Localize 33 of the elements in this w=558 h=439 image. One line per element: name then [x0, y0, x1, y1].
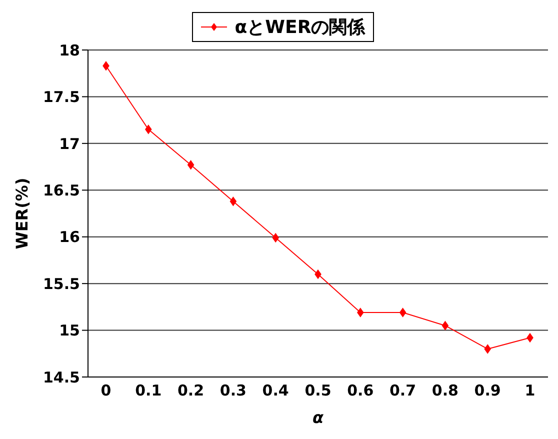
x-tick-label: 0.4: [262, 382, 289, 400]
x-tick-label: 0.8: [432, 382, 458, 400]
y-tick-label: 17: [59, 134, 80, 153]
y-tick-label: 16.5: [42, 181, 80, 200]
x-tick-label: 0.9: [474, 382, 501, 400]
point: [442, 321, 448, 330]
point: [484, 344, 491, 354]
point: [188, 160, 194, 170]
point: [145, 124, 152, 134]
y-tick-label: 17.5: [42, 88, 80, 106]
y-tick-label: 14.5: [42, 368, 80, 386]
x-tick-label: 0.5: [304, 382, 332, 400]
point: [102, 61, 110, 70]
point: [314, 270, 322, 279]
point: [400, 308, 406, 318]
point: [272, 233, 279, 242]
x-tick-label: 0: [100, 382, 112, 400]
y-tick-label: 15.5: [42, 274, 80, 293]
point: [357, 308, 364, 318]
x-tick-label: 0.7: [390, 382, 416, 400]
x-tick-label: 0.3: [220, 382, 246, 400]
point: [526, 333, 534, 342]
y-tick-label: 18: [59, 41, 80, 60]
x-tick-label: 0.1: [135, 382, 162, 400]
y-tick-label: 16: [59, 228, 80, 246]
x-tick-label: 0.2: [178, 382, 204, 400]
legend-label: αとWERの関係: [234, 16, 366, 39]
point: [230, 196, 236, 206]
x-tick-label: 1: [524, 382, 536, 400]
y-axis-title: WER(%): [12, 178, 32, 250]
x-axis-title: α: [312, 408, 324, 427]
y-tick-label: 15: [59, 322, 80, 340]
x-tick-label: 0.6: [347, 382, 374, 400]
